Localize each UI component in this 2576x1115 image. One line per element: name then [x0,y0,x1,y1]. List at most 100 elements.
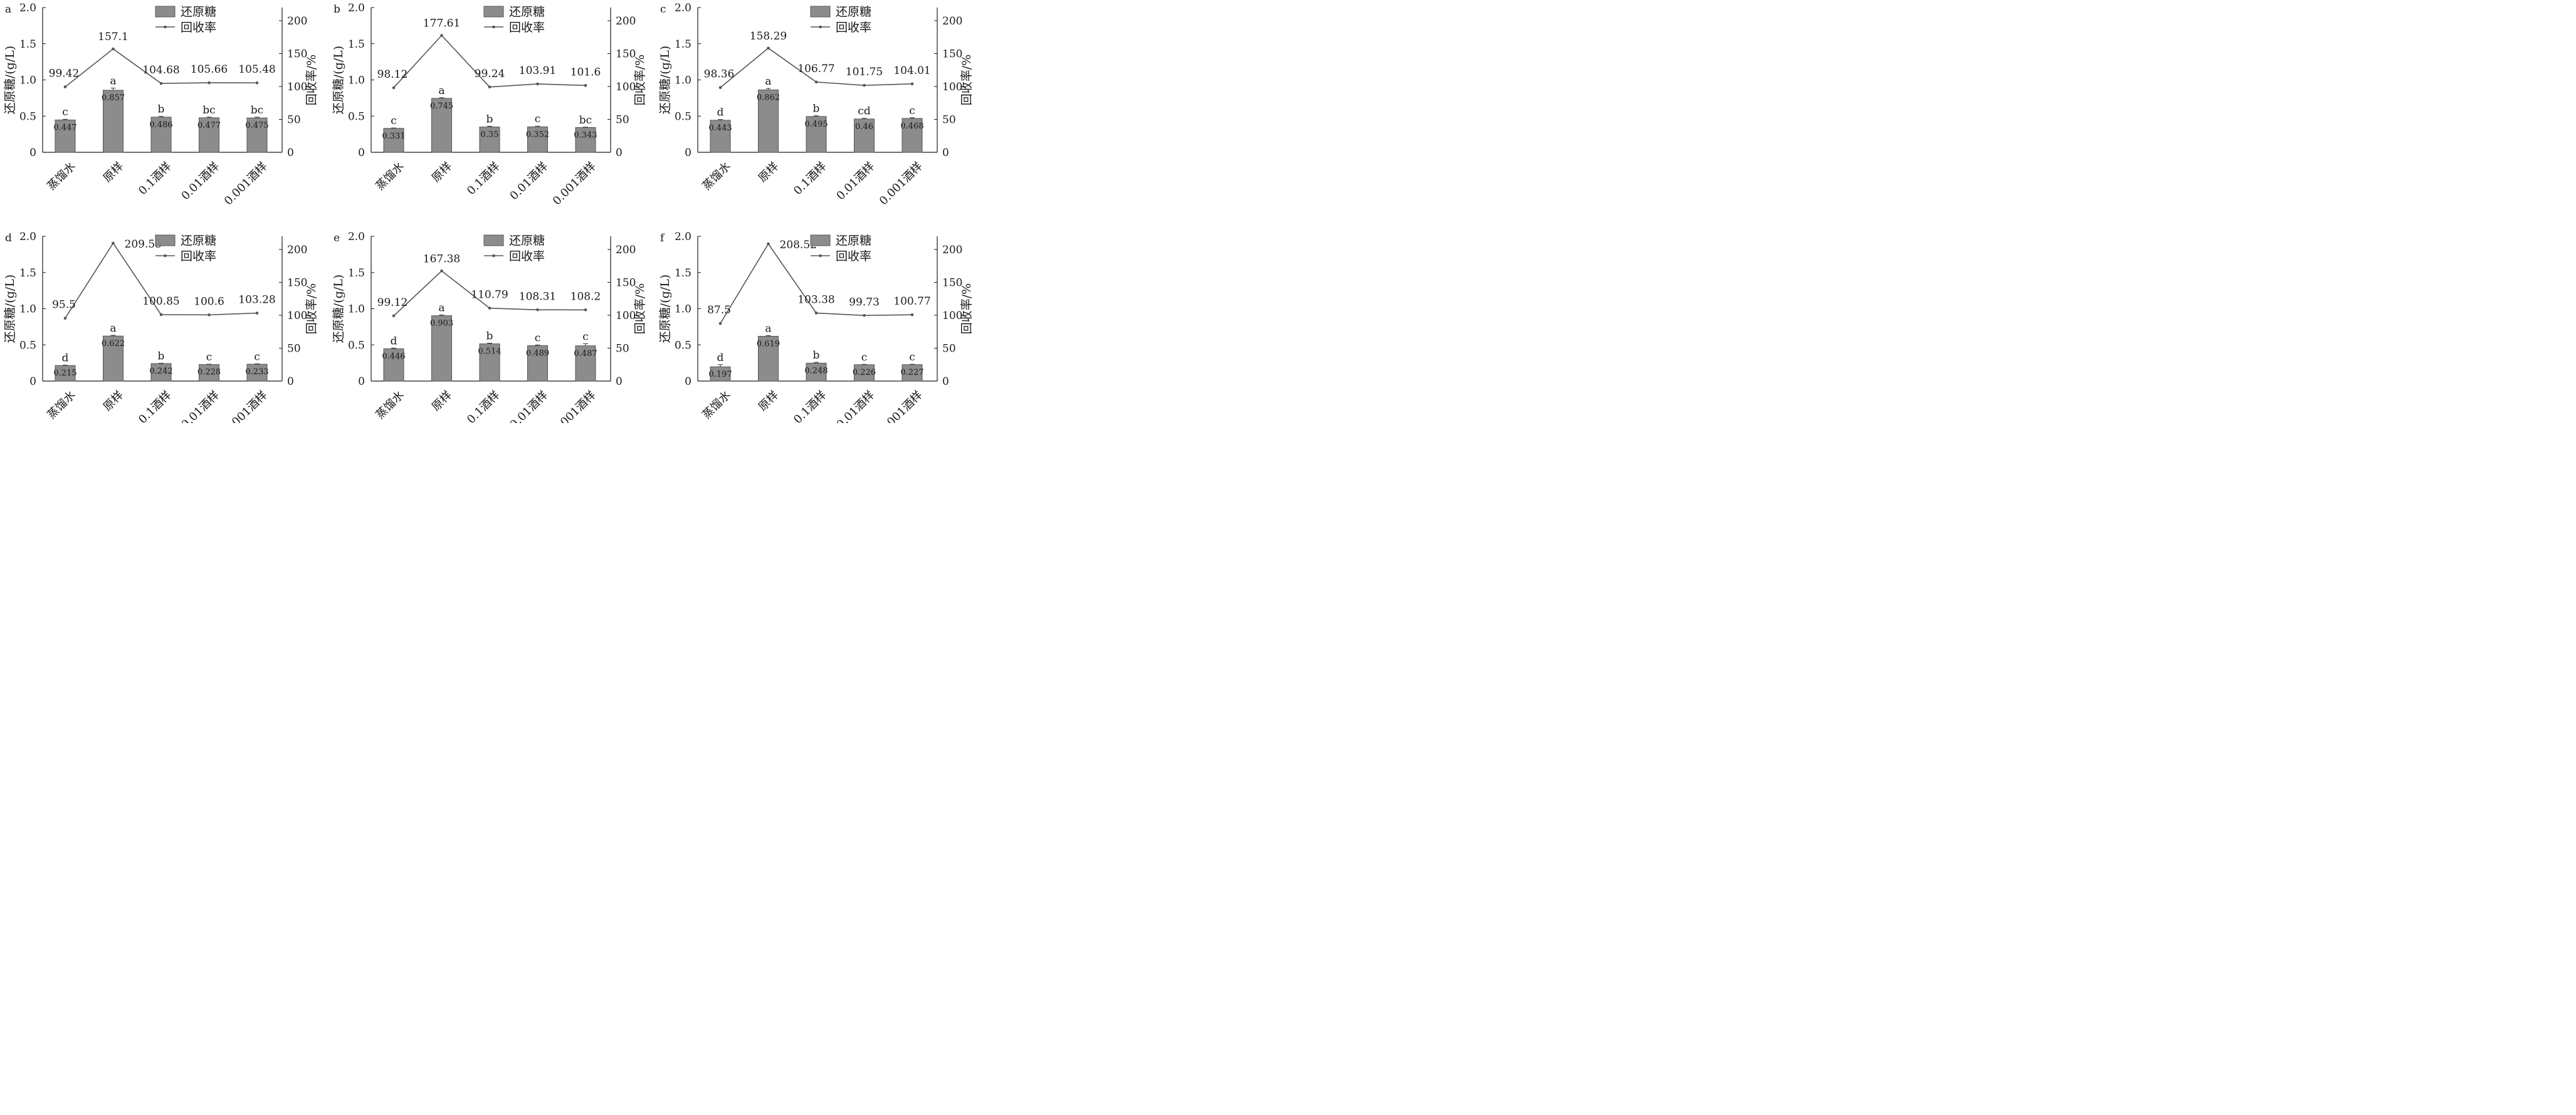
significance-letter: c [861,351,868,364]
bar [199,117,219,153]
recovery-value-label: 158.29 [750,30,787,43]
bar-value-label: 0.46 [855,122,873,132]
right-y-tick-label: 200 [616,244,636,256]
bar [479,343,500,382]
legend-bar-label: 还原糖 [836,5,871,19]
significance-letter: bc [579,114,592,127]
recovery-value-label: 99.12 [377,296,408,309]
significance-letter: c [391,115,397,127]
significance-letter: c [62,106,68,118]
right-y-tick-label: 150 [287,277,307,290]
recovery-value-label: 87.5 [707,304,731,317]
x-category-label: 0.01酒样 [179,160,222,203]
recovery-point [536,82,539,86]
right-y-tick-label: 150 [942,48,962,61]
significance-letter: b [158,350,165,362]
left-y-tick-label: 1.5 [675,267,691,280]
significance-letter: bc [202,104,215,117]
bar [199,364,219,382]
recovery-value-label: 110.79 [471,289,508,301]
left-y-tick-label: 1.0 [348,75,365,87]
legend-line-marker [492,254,495,258]
legend-bar-swatch [810,6,831,18]
recovery-point [112,47,115,51]
left-y-axis-title: 还原糖/(g/L) [332,275,345,343]
recovery-value-label: 108.31 [519,290,556,303]
left-y-tick-label: 2.0 [675,2,691,14]
recovery-value-label: 104.68 [142,64,179,76]
recovery-value-label: 99.24 [475,68,505,80]
x-category-label: 0.1酒样 [791,389,829,423]
recovery-point [63,85,67,88]
recovery-point [814,311,818,315]
bar-value-label: 0.619 [757,340,780,349]
right-y-tick-label: 50 [942,343,956,355]
recovery-point [255,81,259,85]
right-y-tick-label: 0 [616,147,623,159]
figure-svg: a 0 0.5 1.0 1.5 2.0 0 50 100 150 200 还原糖/(g/L) 回收率/%… [3,2,974,436]
significance-letter: c [206,351,213,364]
x-category-label: 0.01酒样 [834,389,877,423]
recovery-value-label: 99.73 [849,296,880,308]
x-category-label: 0.001酒样 [550,160,599,208]
right-y-tick-label: 200 [942,244,962,256]
right-y-tick-label: 50 [287,343,301,355]
significance-letter: d [391,335,397,347]
bar-value-label: 0.248 [804,366,828,375]
x-category-label: 0.01酒样 [507,160,550,203]
left-y-tick-label: 0.5 [19,110,36,123]
legend-line-label: 回收率 [836,21,871,34]
recovery-value-label: 177.61 [423,18,460,30]
right-y-tick-label: 50 [616,114,629,127]
left-y-tick-label: 1.5 [675,38,691,51]
right-y-tick-label: 0 [287,147,294,159]
bar-value-label: 0.215 [53,369,76,378]
panel-letter: f [660,232,665,244]
recovery-point [488,306,492,310]
x-category-label: 蒸馏水 [374,389,407,422]
significance-letter: b [486,330,493,342]
x-category-label: 0.1酒样 [791,160,829,198]
recovery-point [159,313,163,317]
x-category-label: 0.01酒样 [507,389,550,423]
legend-bar-label: 还原糖 [836,234,871,248]
recovery-value-label: 101.75 [846,66,883,78]
bar [431,98,452,153]
bar [527,126,548,153]
left-y-tick-label: 1.5 [348,267,365,280]
chart-panel-e: e 0 0.5 1.0 1.5 2.0 0 50 100 150 200 还原糖/(g/L) 回收率/%… [332,231,647,436]
right-y-tick-label: 50 [287,114,301,127]
right-y-axis-title: 回收率/% [960,55,974,105]
recovery-value-label: 98.12 [377,68,408,81]
legend-line-marker [492,25,495,29]
recovery-value-label: 104.01 [893,65,930,77]
right-y-tick-label: 200 [287,244,307,256]
recovery-point [159,81,163,85]
bar [854,364,875,382]
left-y-tick-label: 0.5 [675,110,691,123]
recovery-point [910,82,914,86]
legend-line-label: 回收率 [836,249,871,263]
bar-value-label: 0.227 [900,368,923,377]
left-y-tick-label: 0 [29,375,36,388]
recovery-value-label: 106.77 [797,63,834,75]
bar-value-label: 0.443 [708,123,732,133]
recovery-value-label: 105.48 [238,63,275,76]
panel-letter: d [5,232,12,244]
x-category-label: 0.001酒样 [222,389,270,423]
x-category-label: 蒸馏水 [45,389,78,422]
recovery-value-label: 103.28 [238,294,275,306]
bar [383,348,404,382]
recovery-point [112,241,115,245]
right-y-tick-label: 200 [287,15,307,28]
recovery-value-label: 103.91 [519,65,556,77]
x-category-label: 蒸馏水 [700,160,733,193]
bar [575,345,596,382]
right-y-tick-label: 0 [616,375,623,388]
right-y-tick-label: 100 [942,310,962,322]
legend-bar-swatch [810,234,831,246]
chart-panel-d: d 0 0.5 1.0 1.5 2.0 0 50 100 150 200 还原糖/(g/L) 回收率/%… [3,231,318,436]
recovery-point [863,313,866,317]
legend-bar-swatch [483,6,504,18]
right-y-axis-title: 回收率/% [305,55,318,105]
